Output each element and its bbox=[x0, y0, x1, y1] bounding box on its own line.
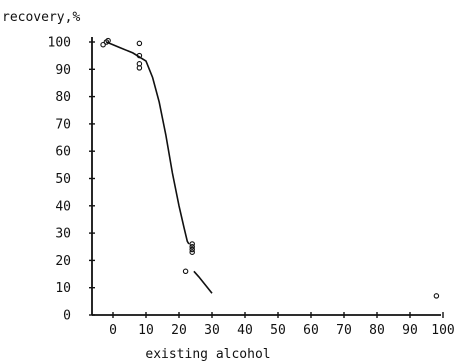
y-tick-label-70: 70 bbox=[55, 117, 71, 132]
x-tick-label-30: 30 bbox=[204, 323, 220, 338]
x-tick-label-40: 40 bbox=[237, 323, 253, 338]
x-tick-label-70: 70 bbox=[336, 323, 352, 338]
y-tick-label-30: 30 bbox=[55, 227, 71, 242]
y-tick-label-50: 50 bbox=[55, 172, 71, 187]
x-tick-label-20: 20 bbox=[171, 323, 187, 338]
y-tick-label-20: 20 bbox=[55, 254, 71, 269]
x-tick-label-90: 90 bbox=[402, 323, 418, 338]
y-tick-label-10: 10 bbox=[55, 281, 71, 296]
y-ticks: 0 10 20 30 40 50 60 70 80 90 100 bbox=[48, 36, 95, 324]
curve-segment-1 bbox=[106, 41, 190, 245]
data-point-9 bbox=[189, 244, 195, 250]
x-tick-label-50: 50 bbox=[270, 323, 286, 338]
y-tick-label-80: 80 bbox=[55, 90, 71, 105]
x-tick-label-10: 10 bbox=[138, 323, 154, 338]
y-tick-label-0: 0 bbox=[63, 309, 71, 324]
fitted-curve bbox=[106, 41, 213, 294]
data-point-1 bbox=[100, 41, 106, 48]
y-tick-label-40: 40 bbox=[55, 199, 71, 214]
data-point-10 bbox=[189, 246, 195, 253]
data-point-13 bbox=[433, 293, 440, 299]
data-point-5 bbox=[136, 52, 143, 59]
data-point-11 bbox=[189, 249, 195, 255]
data-point-8 bbox=[189, 241, 195, 247]
x-tick-label-80: 80 bbox=[369, 323, 385, 338]
data-point-12 bbox=[182, 268, 189, 275]
x-axis-title: existing alcohol bbox=[145, 347, 270, 362]
x-tick-label-60: 60 bbox=[303, 323, 319, 338]
data-point-7 bbox=[136, 65, 143, 71]
x-tick-label-100: 100 bbox=[431, 323, 454, 338]
y-tick-label-90: 90 bbox=[55, 63, 71, 78]
x-tick-label-0: 0 bbox=[109, 323, 117, 338]
data-points bbox=[100, 37, 440, 299]
y-axis-title: recovery,% bbox=[2, 10, 80, 25]
curve-segment-2 bbox=[193, 270, 213, 294]
x-ticks: 0 10 20 30 40 50 60 70 80 90 100 bbox=[109, 312, 455, 338]
y-tick-label-60: 60 bbox=[55, 145, 71, 160]
y-tick-label-100: 100 bbox=[48, 36, 71, 51]
data-point-4 bbox=[136, 40, 143, 47]
data-point-3 bbox=[105, 37, 111, 44]
